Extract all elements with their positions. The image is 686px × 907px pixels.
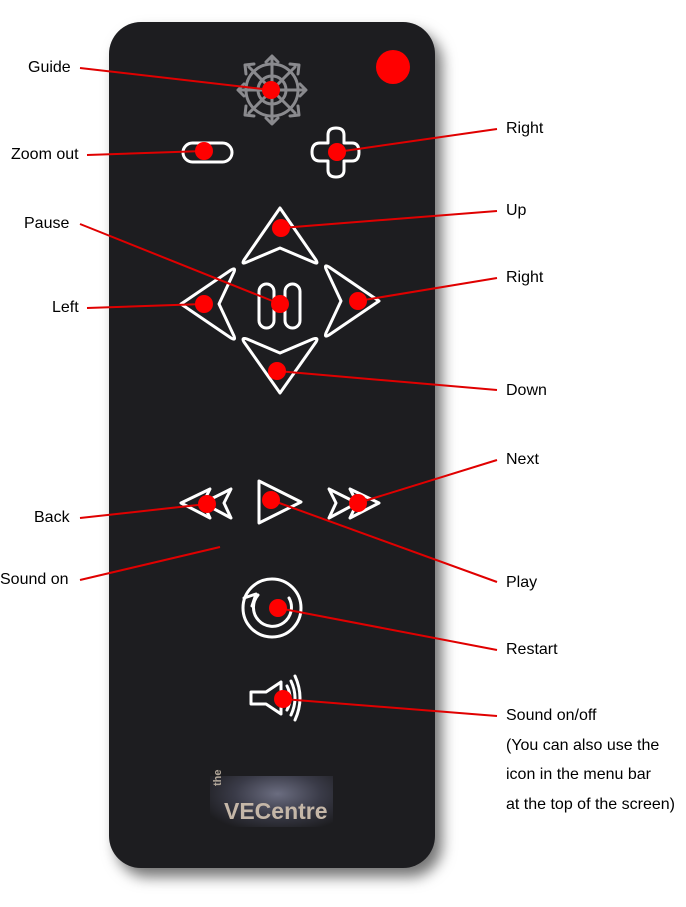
- marker-play: [262, 491, 280, 509]
- label-pause: Pause: [24, 215, 70, 232]
- label-sound-onoff: Sound on/off: [506, 707, 597, 724]
- marker-zoom-in: [328, 143, 346, 161]
- label-up: Up: [506, 202, 527, 219]
- label-right: Right: [506, 269, 544, 286]
- marker-up: [272, 219, 290, 237]
- sound-button[interactable]: [249, 674, 302, 722]
- label-down: Down: [506, 382, 547, 399]
- marker-pause: [271, 295, 289, 313]
- left-button[interactable]: [179, 267, 237, 341]
- guide-icon[interactable]: [236, 54, 308, 126]
- logo-text: VECentre: [224, 798, 328, 824]
- vecentre-logo: [210, 776, 333, 827]
- right-button[interactable]: [323, 264, 381, 338]
- label-play: Play: [506, 574, 538, 591]
- restart-button[interactable]: [241, 577, 303, 639]
- marker-guide: [262, 81, 280, 99]
- record-indicator[interactable]: [376, 50, 410, 84]
- sound-note-line-1: (You can also use the: [506, 737, 660, 754]
- marker-right: [349, 292, 367, 310]
- marker-left: [195, 295, 213, 313]
- play-button[interactable]: [257, 479, 303, 525]
- label-next: Next: [506, 451, 539, 468]
- sound-note-line-3: at the top of the screen): [506, 796, 675, 813]
- marker-sound: [274, 690, 292, 708]
- zoom-in-button[interactable]: [310, 126, 361, 179]
- up-button[interactable]: [241, 206, 319, 265]
- logo-small-text: the: [212, 769, 224, 787]
- marker-restart: [269, 599, 287, 617]
- leader-lines: [79, 67, 498, 717]
- markers: [195, 81, 367, 708]
- down-button[interactable]: [241, 336, 319, 395]
- marker-down: [268, 362, 286, 380]
- sound-note-line-2: icon in the menu bar: [506, 766, 651, 783]
- label-right-top: Right: [506, 120, 544, 137]
- label-back: Back: [34, 509, 70, 526]
- label-guide: Guide: [28, 59, 71, 76]
- marker-next: [349, 494, 367, 512]
- remote-control-body: [109, 22, 435, 868]
- marker-zoom-out: [195, 142, 213, 160]
- label-sound-on: Sound on: [0, 571, 69, 588]
- label-restart: Restart: [506, 641, 558, 658]
- label-zoom-out: Zoom out: [11, 146, 79, 163]
- marker-back: [198, 495, 216, 513]
- label-left: Left: [52, 299, 79, 316]
